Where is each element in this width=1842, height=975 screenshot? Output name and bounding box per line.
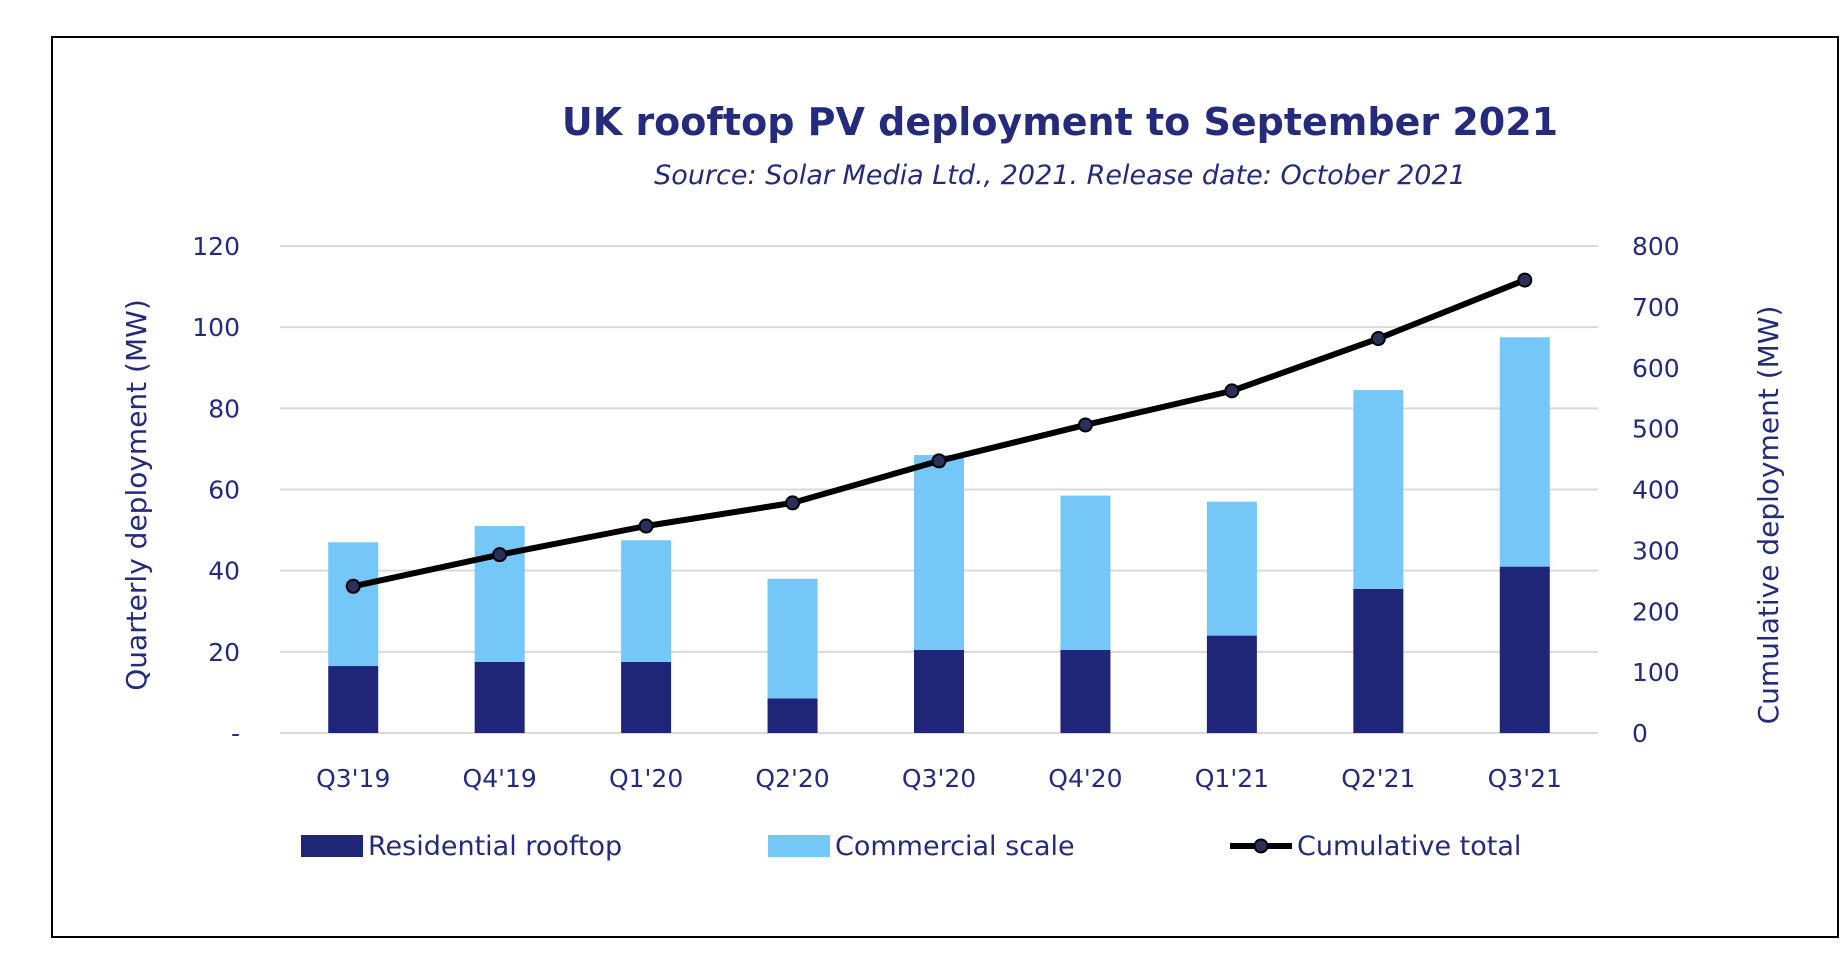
legend-label-residential: Residential rooftop: [368, 831, 622, 862]
y-tick-label: 120: [192, 232, 240, 261]
legend: Residential rooftop Commercial scale Cumul…: [301, 831, 1521, 862]
x-tick-label: Q3'19: [316, 764, 390, 793]
bar-commercial-scale: [1353, 390, 1404, 589]
bar-residential-rooftop: [914, 649, 964, 733]
y2-tick-label: 700: [1632, 293, 1680, 322]
legend-marker-cumulative: [1253, 838, 1269, 854]
bar-residential-rooftop: [621, 661, 672, 733]
y2-tick-label: 800: [1632, 232, 1680, 261]
x-tick-label: Q4'20: [1048, 764, 1122, 793]
y-tick-label: 20: [208, 638, 240, 667]
bar-commercial-scale: [914, 455, 964, 650]
legend-swatch-commercial: [768, 835, 830, 857]
chart-title: UK rooftop PV deployment to September 20…: [562, 100, 1558, 144]
cumulative-line-group: [345, 272, 1533, 594]
y2-tick-label: 400: [1632, 476, 1680, 505]
bar-residential-rooftop: [1060, 649, 1111, 733]
bar-residential-rooftop: [1206, 635, 1257, 733]
bar-residential-rooftop: [474, 661, 525, 733]
bars: [328, 337, 1550, 733]
bar-commercial-scale: [1206, 501, 1257, 636]
cumulative-point: [931, 453, 947, 469]
x-tick-label: Q4'19: [463, 764, 537, 793]
bar-residential-rooftop: [328, 666, 379, 733]
x-tick-label: Q2'20: [755, 764, 829, 793]
y-tick-label: 100: [192, 313, 240, 342]
cumulative-point: [1224, 383, 1240, 399]
bar-commercial-scale: [767, 578, 818, 699]
cumulative-point: [492, 547, 508, 563]
legend-swatch-residential: [301, 835, 363, 857]
y2-axis-label: Cumulative deployment (MW): [1752, 306, 1785, 725]
bar-residential-rooftop: [767, 698, 818, 733]
y-tick-label: -: [231, 719, 240, 748]
y2-tick-label: 0: [1632, 719, 1648, 748]
cumulative-point: [1077, 417, 1093, 433]
bar-commercial-scale: [1060, 495, 1111, 650]
y-axis-label: Quarterly deployment (MW): [120, 299, 153, 691]
x-tick-label: Q3'21: [1488, 764, 1562, 793]
bar-commercial-scale: [328, 542, 379, 667]
y2-tick-label: 300: [1632, 536, 1680, 565]
x-tick-label: Q1'20: [609, 764, 683, 793]
y2-tick-label: 200: [1632, 597, 1680, 626]
bar-commercial-scale: [1499, 337, 1550, 567]
legend-label-commercial: Commercial scale: [835, 831, 1075, 862]
cumulative-point: [345, 578, 361, 594]
bar-commercial-scale: [474, 526, 525, 662]
y-tick-label: 80: [208, 394, 240, 423]
x-tick-label: Q1'21: [1195, 764, 1269, 793]
legend-label-cumulative: Cumulative total: [1297, 831, 1521, 862]
x-tick-label: Q3'20: [902, 764, 976, 793]
y2-tick-label: 600: [1632, 354, 1680, 383]
y2-tick-label: 500: [1632, 415, 1680, 444]
y-tick-label: 60: [208, 476, 240, 505]
cumulative-point: [638, 518, 654, 534]
x-tick-label: Q2'21: [1341, 764, 1415, 793]
chart-subtitle: Source: Solar Media Ltd., 2021. Release …: [654, 160, 1466, 191]
bar-residential-rooftop: [1353, 588, 1404, 733]
cumulative-point: [785, 495, 801, 511]
y2-tick-label: 100: [1632, 658, 1680, 687]
bar-residential-rooftop: [1499, 566, 1550, 733]
cumulative-point: [1517, 272, 1533, 288]
bar-commercial-scale: [621, 540, 672, 662]
y-tick-label: 40: [208, 557, 240, 586]
cumulative-point: [1370, 331, 1386, 347]
axis-ticks: - 20 40 60 80 100 120 0 100 200 300 400 500 600 700 800…: [192, 232, 1679, 793]
